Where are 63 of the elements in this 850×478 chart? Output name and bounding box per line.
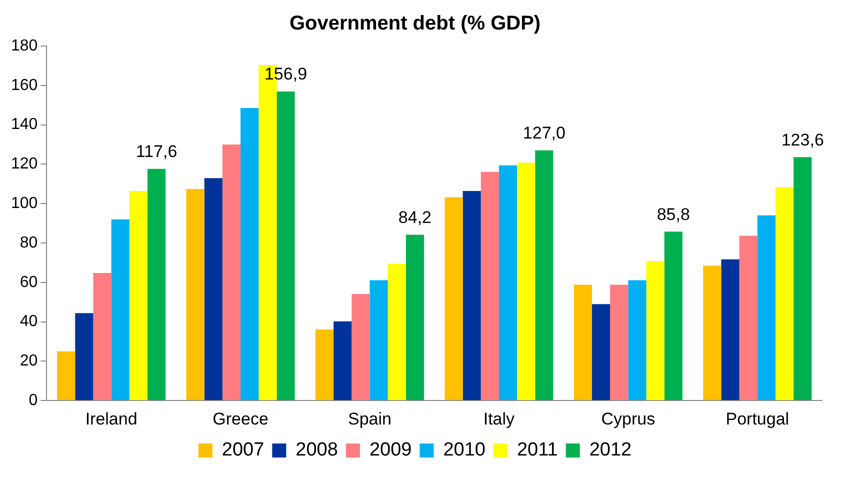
x-tick-label: Spain [348, 409, 392, 428]
x-tick-label: Italy [483, 409, 516, 428]
y-tick-label: 160 [10, 76, 38, 94]
legend-label: 2007 [222, 440, 264, 461]
x-tick-label: Ireland [85, 409, 138, 428]
bar [186, 189, 204, 400]
bar [352, 294, 370, 400]
y-tick-label: 100 [10, 195, 38, 212]
y-tick-label: 120 [10, 156, 38, 173]
bar [240, 108, 259, 400]
bar [664, 232, 682, 400]
bar [75, 313, 94, 400]
bar [57, 351, 76, 400]
bar [222, 144, 241, 400]
bar [462, 190, 481, 400]
bar [794, 157, 812, 400]
bar [388, 264, 406, 400]
bar [721, 259, 740, 400]
bar [775, 187, 794, 400]
legend-label: 2009 [369, 440, 412, 461]
x-tick-label: Cyprus [601, 409, 656, 428]
legend-label: 2012 [589, 440, 632, 461]
bar [574, 284, 592, 400]
y-tick-label: 40 [20, 313, 38, 330]
bar [739, 236, 758, 400]
bar [276, 92, 295, 400]
bar [628, 280, 646, 400]
chart-title: Government debt (% GDP) [289, 12, 541, 35]
bar [535, 150, 554, 400]
bar [757, 215, 776, 400]
data-label: 85,8 [656, 204, 690, 224]
x-tick-label: Portugal [726, 409, 790, 428]
bar [480, 172, 499, 400]
data-label: 127,0 [522, 124, 566, 143]
bar [204, 178, 222, 400]
data-label: 123,6 [781, 130, 824, 150]
legend-label: 2011 [516, 440, 558, 461]
y-tick-label: 140 [10, 116, 38, 134]
bar [370, 280, 388, 400]
x-tick-label: Greece [212, 409, 268, 428]
y-tick-label: 80 [20, 234, 38, 252]
legend-label: 2010 [443, 440, 486, 461]
legend-label: 2008 [296, 440, 338, 461]
y-tick-label: 20 [20, 352, 38, 370]
bar [517, 162, 536, 400]
bar [498, 165, 518, 400]
bar [111, 219, 130, 400]
bar [147, 168, 166, 400]
y-tick-label: 60 [20, 274, 38, 291]
bar [93, 272, 112, 400]
bar [129, 190, 148, 400]
y-tick-label: 0 [28, 392, 38, 410]
bar [334, 321, 352, 400]
data-label: 117,6 [136, 142, 178, 162]
bar [406, 234, 424, 400]
data-label: 84,2 [398, 208, 432, 227]
bar [703, 266, 722, 400]
bar [646, 261, 664, 400]
bar [444, 197, 463, 400]
bar [592, 304, 610, 400]
bar [610, 284, 628, 400]
y-tick-label: 180 [10, 37, 38, 54]
bar [315, 329, 334, 400]
